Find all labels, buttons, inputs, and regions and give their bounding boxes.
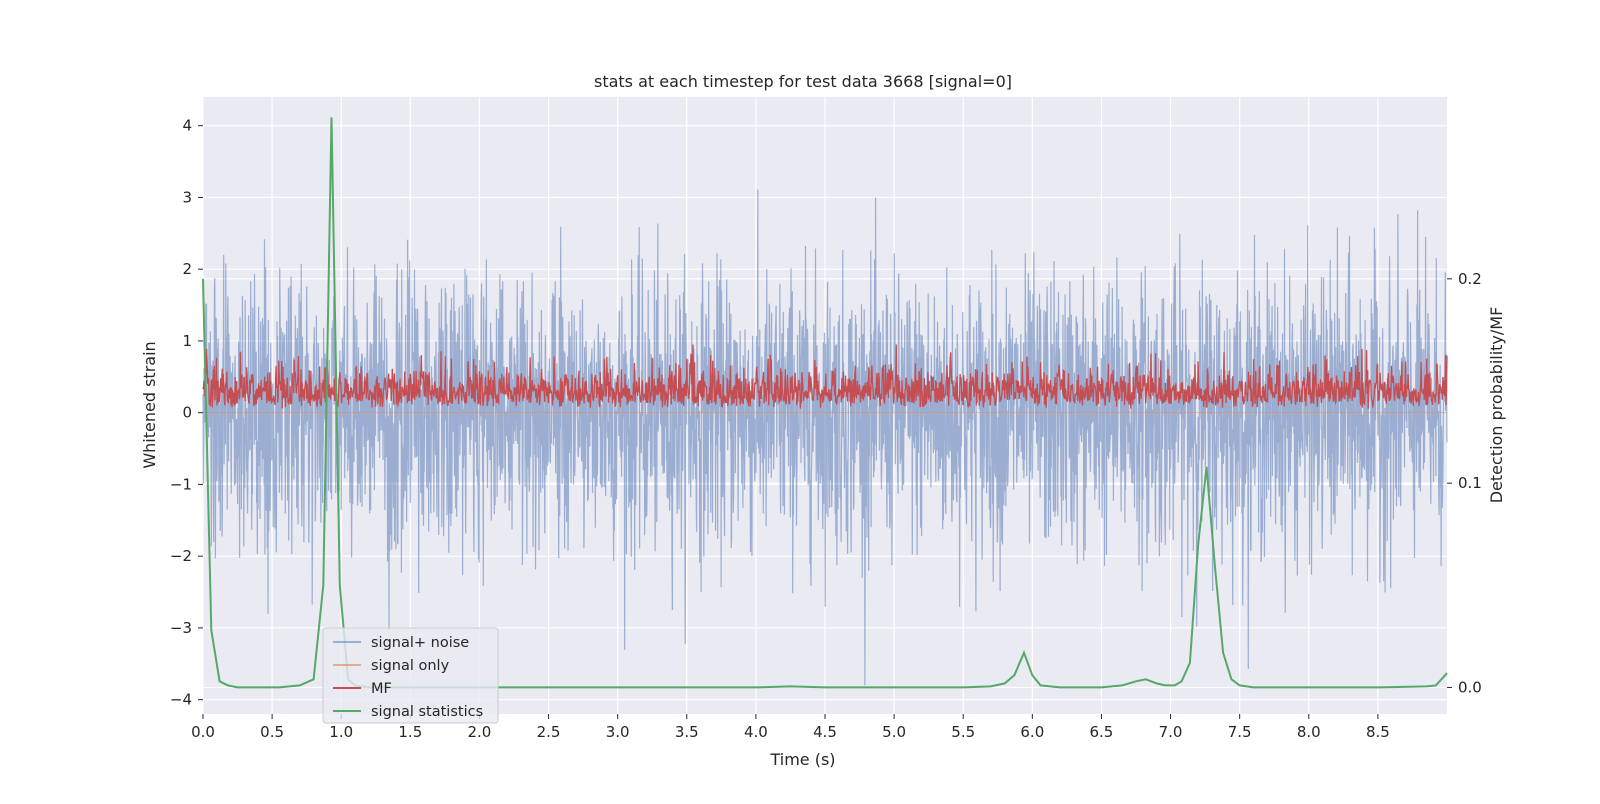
legend-label: MF (371, 681, 392, 697)
chart-title: stats at each timestep for test data 366… (594, 72, 1012, 91)
mf-line (202, 344, 1448, 409)
y-tick-label: −2 (170, 547, 192, 565)
x-axis-label: Time (s) (769, 750, 835, 769)
signal-noise-layer (202, 189, 1448, 686)
x-axis-ticks: 0.0 0.5 1.0 1.5 2.0 2.5 3.0 3.5 4.0 4.5 5.0 5.5 6.0 6… (191, 714, 1390, 741)
signal-noise-line (202, 189, 1448, 686)
y-axis-ticks: 4 3 2 1 0 −1 −2 −3 −4 (170, 117, 203, 709)
x-tick-label: 4.5 (813, 723, 837, 741)
x-tick-label: 3.0 (606, 723, 630, 741)
legend-label: signal+ noise (371, 635, 469, 651)
x-tick-label: 1.5 (398, 723, 422, 741)
y-axis-label: Whitened strain (140, 341, 159, 468)
x-tick-label: 6.5 (1090, 723, 1114, 741)
x-tick-label: 8.5 (1366, 723, 1390, 741)
y-tick-label: 2 (182, 260, 192, 278)
y-right-tick-label: 0.1 (1458, 474, 1482, 492)
signal-statistics-layer (202, 117, 1448, 689)
x-tick-label: 5.5 (951, 723, 975, 741)
x-tick-label: 2.0 (468, 723, 492, 741)
x-tick-label: 0.5 (260, 723, 284, 741)
y-tick-label: −3 (170, 619, 192, 637)
x-tick-label: 4.0 (744, 723, 768, 741)
y-right-tick-label: 0.2 (1458, 270, 1482, 288)
legend-label: signal only (371, 658, 450, 674)
x-tick-label: 2.5 (537, 723, 561, 741)
y-tick-label: 0 (182, 404, 192, 422)
x-tick-label: 5.0 (882, 723, 906, 741)
x-tick-label: 1.0 (329, 723, 353, 741)
y-tick-label: −4 (170, 691, 192, 709)
legend-box (322, 627, 499, 724)
mf-layer (202, 344, 1448, 409)
x-tick-label: 3.5 (675, 723, 699, 741)
y-right-tick-label: 0.0 (1458, 678, 1482, 696)
legend-label: signal statistics (371, 704, 483, 720)
x-tick-label: 6.0 (1020, 723, 1044, 741)
x-tick-label: 7.5 (1228, 723, 1252, 741)
legend: signal+ noise signal only MF signal statist… (322, 627, 499, 724)
x-tick-label: 7.0 (1159, 723, 1183, 741)
y-tick-label: 3 (182, 188, 192, 206)
y-tick-label: 1 (182, 332, 192, 350)
x-tick-label: 0.0 (191, 723, 215, 741)
x-tick-label: 8.0 (1297, 723, 1321, 741)
y-tick-label: 4 (182, 117, 192, 135)
y-right-axis-label: Detection probability/MF (1487, 307, 1506, 504)
y-right-axis-ticks: 0.2 0.1 0.0 (1447, 270, 1482, 696)
y-tick-label: −1 (170, 475, 192, 493)
signal-statistics-line (202, 117, 1448, 689)
